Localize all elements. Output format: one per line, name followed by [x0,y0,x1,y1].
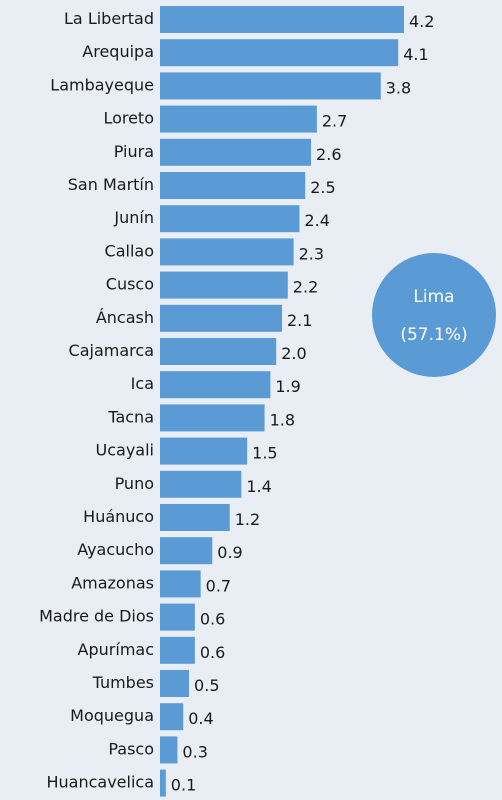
category-label: La Libertad [64,9,154,28]
value-label: 4.2 [409,12,434,31]
annotation-value: (57.1%) [400,325,467,345]
category-label: San Martín [68,175,154,194]
bar [160,504,230,531]
annotation-label: Lima [413,287,454,307]
value-label: 0.5 [194,676,219,695]
value-label: 2.5 [310,178,335,197]
value-label: 3.8 [386,78,411,97]
category-label: Amazonas [71,573,154,592]
value-label: 1.2 [235,510,260,529]
value-label: 0.1 [171,776,196,795]
value-label: 1.8 [270,410,295,429]
bar [160,238,294,266]
category-label: Áncash [96,308,154,327]
bar [160,670,190,697]
value-label: 0.4 [188,709,213,728]
category-label: Ucayali [96,441,154,460]
value-label: 2.3 [299,244,324,263]
value-label: 1.9 [275,377,300,396]
value-label: 0.6 [200,643,225,662]
value-label: 0.9 [217,543,242,562]
bar [160,105,317,133]
bar [160,769,166,797]
bar [160,6,404,33]
bar [160,39,399,67]
category-label: Cajamarca [69,341,154,360]
value-label: 2.6 [316,145,341,164]
bar [160,138,312,166]
category-label: Callao [105,241,154,260]
value-label: 0.6 [200,610,225,629]
bar [160,338,277,365]
bar [160,603,195,631]
bar [160,437,248,465]
bar [160,172,306,199]
category-label: Moquegua [70,706,154,725]
bar [160,570,201,598]
category-label: Ayacucho [77,540,154,559]
category-label: Lambayeque [50,75,154,94]
bar [160,271,288,299]
bar [160,304,282,332]
category-label: Tacna [107,407,154,426]
category-label: Apurímac [78,640,154,659]
value-label: 0.7 [206,576,231,595]
value-label: 2.7 [322,112,347,131]
category-label: Junín [113,208,154,227]
bar [160,404,265,432]
value-label: 2.2 [293,278,318,297]
bar [160,703,184,731]
category-label: Cusco [106,275,154,294]
value-label: 4.1 [403,45,428,64]
value-label: 0.3 [182,742,207,761]
category-label: Huánuco [83,507,154,526]
value-label: 1.4 [246,477,271,496]
category-label: Huancavelica [46,773,154,792]
value-label: 2.1 [287,311,312,330]
category-label: Piura [114,142,154,161]
bar [160,371,271,399]
annotation-bubble: Lima (57.1%) [372,253,496,377]
category-label: Tumbes [92,673,154,692]
category-label: Puno [115,474,154,493]
category-label: Pasco [108,739,154,758]
bar [160,205,300,233]
bar [160,72,381,100]
category-label: Madre de Dios [39,607,154,626]
value-label: 1.5 [252,444,277,463]
category-label: Arequipa [82,42,154,61]
bar [160,636,195,664]
value-label: 2.0 [281,344,306,363]
bar [160,470,242,498]
bubble [372,253,496,377]
category-label: Ica [131,374,154,393]
category-label: Loreto [103,109,154,128]
value-label: 2.4 [304,211,329,230]
bar [160,537,213,565]
bar [160,736,178,764]
